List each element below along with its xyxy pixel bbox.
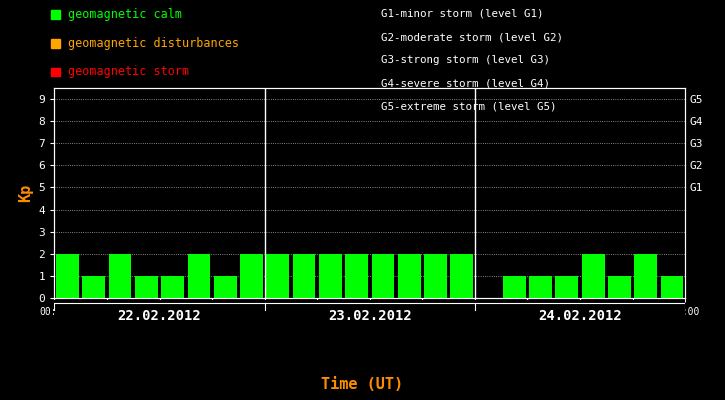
Bar (266, 254, 289, 298)
Bar (240, 254, 263, 298)
Text: 22.02.2012: 22.02.2012 (117, 310, 202, 324)
Text: G4-severe storm (level G4): G4-severe storm (level G4) (381, 78, 550, 88)
Bar (503, 276, 526, 298)
Bar (398, 254, 420, 298)
Text: G3-strong storm (level G3): G3-strong storm (level G3) (381, 55, 550, 65)
Bar (56, 254, 79, 298)
Bar (450, 254, 473, 298)
Bar (424, 254, 447, 298)
Bar (83, 276, 105, 298)
Text: 23.02.2012: 23.02.2012 (328, 310, 412, 324)
Bar (608, 276, 631, 298)
Text: 24.02.2012: 24.02.2012 (538, 310, 622, 324)
Text: geomagnetic storm: geomagnetic storm (68, 66, 189, 78)
Bar (581, 254, 605, 298)
Y-axis label: Kp: Kp (18, 184, 33, 202)
Text: geomagnetic calm: geomagnetic calm (68, 8, 182, 21)
Bar (214, 276, 236, 298)
Bar (188, 254, 210, 298)
Bar (634, 254, 657, 298)
Text: G1-minor storm (level G1): G1-minor storm (level G1) (381, 9, 543, 19)
Bar (371, 254, 394, 298)
Bar (109, 254, 131, 298)
Bar (529, 276, 552, 298)
Bar (660, 276, 684, 298)
Text: Time (UT): Time (UT) (321, 377, 404, 392)
Bar (319, 254, 341, 298)
Text: G2-moderate storm (level G2): G2-moderate storm (level G2) (381, 32, 563, 42)
Bar (135, 276, 158, 298)
Text: geomagnetic disturbances: geomagnetic disturbances (68, 37, 239, 50)
Bar (555, 276, 579, 298)
Bar (161, 276, 184, 298)
Text: G5-extreme storm (level G5): G5-extreme storm (level G5) (381, 102, 556, 112)
Bar (293, 254, 315, 298)
Bar (345, 254, 368, 298)
